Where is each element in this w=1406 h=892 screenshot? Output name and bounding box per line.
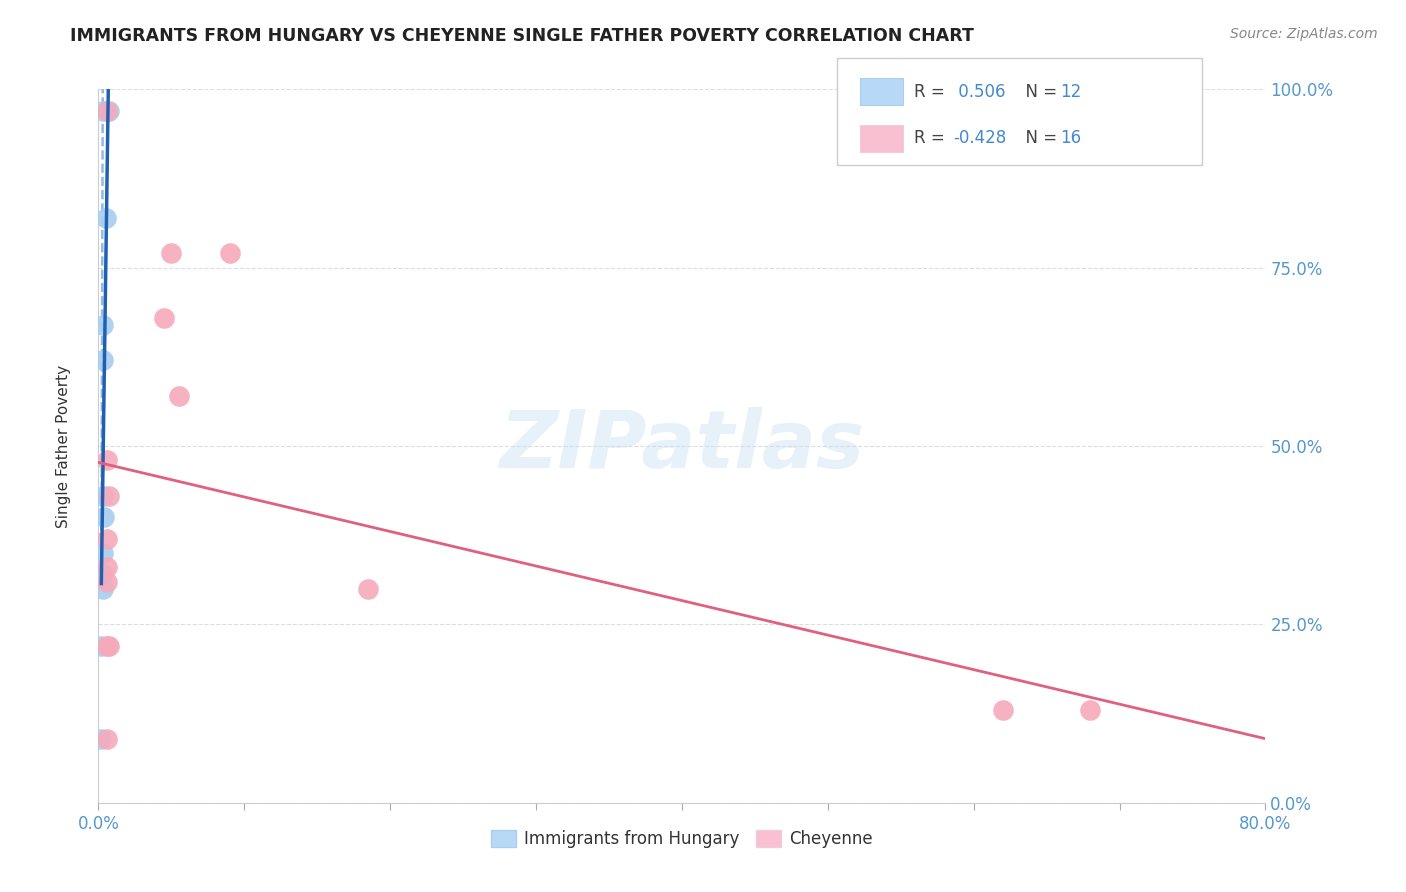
Point <box>94 211 117 225</box>
Point <box>357 582 380 596</box>
Point <box>91 567 114 582</box>
Text: Source: ZipAtlas.com: Source: ZipAtlas.com <box>1230 27 1378 41</box>
Point <box>991 703 1014 717</box>
Text: 12: 12 <box>1060 83 1081 101</box>
Point <box>96 532 118 546</box>
Text: 0.506: 0.506 <box>953 83 1005 101</box>
Point <box>96 453 118 467</box>
Text: IMMIGRANTS FROM HUNGARY VS CHEYENNE SINGLE FATHER POVERTY CORRELATION CHART: IMMIGRANTS FROM HUNGARY VS CHEYENNE SING… <box>70 27 974 45</box>
Text: ZIPatlas: ZIPatlas <box>499 407 865 485</box>
Point <box>218 246 240 260</box>
Text: Single Father Poverty: Single Father Poverty <box>56 365 70 527</box>
Point <box>91 103 114 118</box>
Point <box>96 560 118 574</box>
Point <box>97 103 120 118</box>
Point <box>90 639 112 653</box>
Point <box>96 574 118 589</box>
Point <box>91 546 114 560</box>
Point <box>153 310 176 325</box>
Legend: Immigrants from Hungary, Cheyenne: Immigrants from Hungary, Cheyenne <box>484 823 880 855</box>
Point <box>97 639 120 653</box>
Point <box>1080 703 1102 717</box>
Text: R =: R = <box>914 83 950 101</box>
Point <box>96 639 118 653</box>
Point <box>97 489 120 503</box>
Text: -0.428: -0.428 <box>953 129 1007 147</box>
Point <box>96 103 118 118</box>
Point <box>90 731 112 746</box>
Text: R =: R = <box>914 129 950 147</box>
Text: N =: N = <box>1015 83 1063 101</box>
Point <box>91 489 114 503</box>
Text: N =: N = <box>1015 129 1063 147</box>
Point <box>160 246 183 260</box>
Point <box>93 510 115 524</box>
Point <box>167 389 190 403</box>
Point <box>91 353 114 368</box>
Point <box>91 318 114 332</box>
Point <box>91 582 114 596</box>
Text: 16: 16 <box>1060 129 1081 147</box>
Point <box>96 731 118 746</box>
